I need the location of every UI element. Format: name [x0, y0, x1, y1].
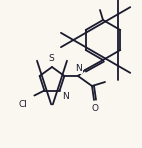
Text: N: N — [62, 91, 68, 100]
Text: N: N — [76, 64, 82, 73]
Text: O: O — [91, 104, 99, 113]
Text: N: N — [75, 65, 82, 74]
Text: S: S — [48, 54, 54, 63]
Text: Cl: Cl — [18, 99, 27, 108]
